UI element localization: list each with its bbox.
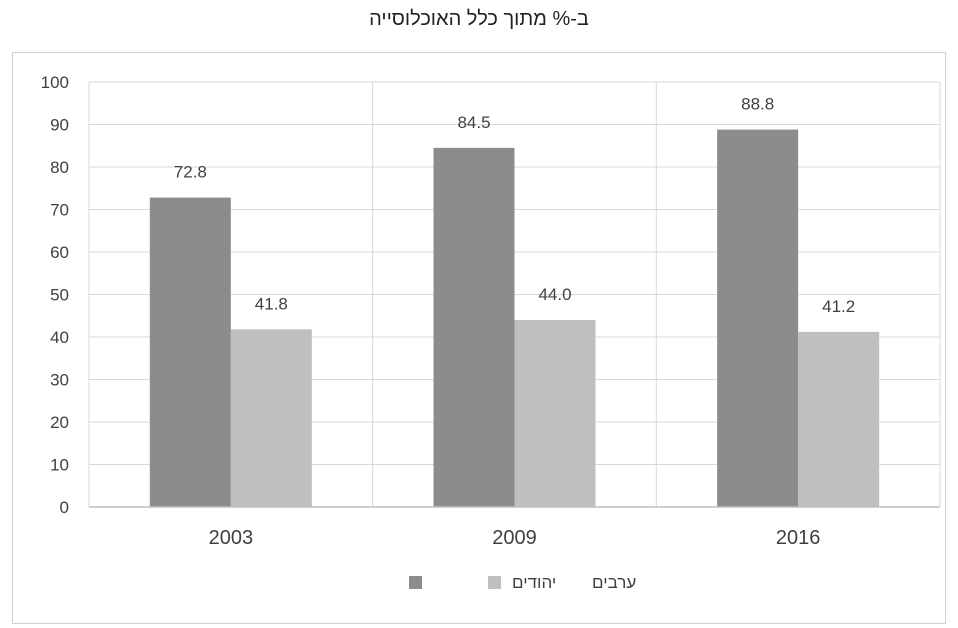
y-tick-label: 80 [50,158,69,177]
bar-2016-s1 [798,331,880,507]
legend-swatch [488,576,501,589]
bar-2009-s0 [433,147,515,507]
y-tick-label: 100 [41,73,69,92]
data-label: 72.8 [174,163,207,182]
axes: 0 10 20 30 40 50 60 70 80 90 100 2003 2009 2016 [41,73,940,549]
legend-label: ערבים [592,573,636,592]
y-tick-label: 50 [50,286,69,305]
chart-frame [12,52,946,624]
bars [149,129,880,507]
data-label: 88.8 [741,95,774,114]
y-tick-label: 90 [50,116,69,135]
legend: יהודים ערבים [409,573,636,592]
legend-label: יהודים [512,573,556,592]
y-tick-label: 30 [50,371,69,390]
data-label: 84.5 [457,113,490,132]
legend-swatch [409,576,422,589]
y-tick-label: 10 [50,456,69,475]
bar-2016-s0 [717,129,799,507]
bar-2009-s1 [514,320,596,507]
bar-2003-s1 [230,329,312,507]
y-tick-label: 0 [60,498,69,517]
x-tick-label: 2009 [492,527,537,549]
data-labels: 72.8 41.8 84.5 44.0 88.8 41.2 [174,95,855,316]
data-label: 44.0 [538,285,571,304]
y-tick-label: 20 [50,413,69,432]
y-tick-label: 40 [50,328,69,347]
x-tick-label: 2016 [776,527,821,549]
x-tick-label: 2003 [209,527,254,549]
data-label: 41.2 [822,297,855,316]
chart-title: ב-% מתוך כלל האוכלוסייה [369,8,589,30]
bar-2003-s0 [149,197,231,507]
y-tick-label: 70 [50,201,69,220]
data-label: 41.8 [255,294,288,313]
y-tick-label: 60 [50,243,69,262]
